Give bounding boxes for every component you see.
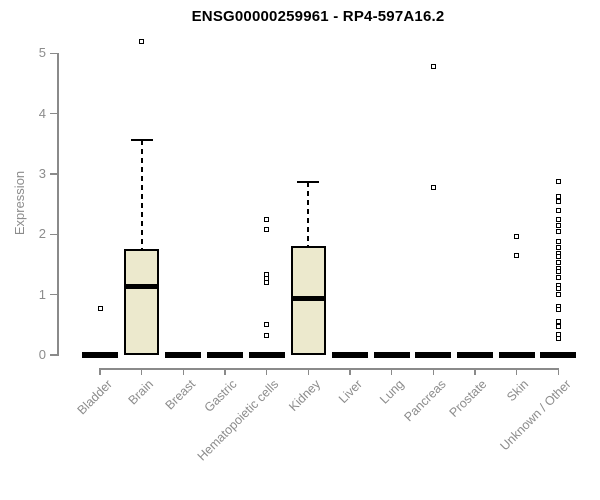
outlier-point	[264, 227, 270, 232]
outlier-point	[139, 38, 145, 44]
collapsed-box	[82, 352, 118, 358]
x-axis-tick	[307, 369, 310, 375]
x-axis-tick	[557, 369, 560, 375]
y-tick-label: 5	[38, 45, 46, 61]
outlier-point	[430, 64, 436, 70]
outlier-point	[555, 318, 561, 324]
x-axis-tick	[515, 369, 518, 375]
y-axis-tick	[50, 233, 57, 236]
y-tick-label: 2	[38, 226, 46, 242]
collapsed-box	[165, 352, 202, 358]
x-tick-label: Lung	[377, 377, 407, 407]
collapsed-box	[415, 352, 452, 358]
outlier-point	[264, 216, 270, 222]
x-tick-label: Hematopoietic cells	[195, 377, 282, 464]
outlier-point	[555, 229, 561, 235]
outlier-point	[555, 323, 561, 329]
collapsed-box	[457, 352, 494, 358]
chart-title: ENSG00000259961 - RP4-597A16.2	[191, 8, 445, 25]
y-axis-label: Expression	[12, 170, 27, 236]
outlier-point	[555, 179, 561, 185]
x-tick-label: Prostate	[447, 377, 490, 420]
whisker-cap	[297, 180, 320, 183]
outlier-point	[555, 223, 561, 229]
collapsed-box	[332, 352, 369, 358]
x-axis-tick	[99, 369, 101, 375]
outlier-point	[555, 292, 561, 298]
y-axis-tick	[50, 354, 57, 356]
median-line	[290, 295, 326, 301]
x-tick-label: Bladder	[74, 377, 115, 418]
x-axis-tick	[265, 369, 268, 375]
collapsed-box	[248, 352, 285, 358]
x-tick-label: Brain	[126, 377, 157, 408]
x-tick-label: Gastric	[202, 377, 240, 415]
box-iqr	[124, 248, 160, 355]
outlier-point	[555, 286, 561, 292]
outlier-point	[264, 322, 270, 328]
collapsed-box	[540, 352, 577, 358]
x-axis-tick	[432, 369, 435, 375]
y-axis-tick	[50, 173, 57, 175]
x-axis-tick	[349, 369, 351, 375]
x-tick-label: Liver	[335, 377, 365, 407]
y-tick-label: 3	[38, 166, 46, 181]
y-tick-label: 0	[38, 347, 46, 362]
upper-whisker	[140, 140, 143, 249]
outlier-point	[97, 306, 103, 312]
y-tick-label: 4	[38, 105, 46, 121]
x-axis-tick	[140, 369, 143, 375]
collapsed-box	[373, 352, 410, 358]
outlier-point	[555, 275, 561, 281]
x-axis-line	[99, 368, 560, 370]
outlier-point	[555, 199, 561, 205]
outlier-point	[264, 280, 270, 286]
outlier-point	[430, 184, 436, 190]
outlier-point	[555, 207, 561, 213]
outlier-point	[555, 259, 561, 265]
x-tick-label: Kidney	[286, 377, 324, 414]
outlier-point	[555, 194, 561, 200]
outlier-point	[555, 217, 561, 223]
x-axis-tick	[390, 369, 393, 375]
outlier-point	[514, 233, 520, 239]
collapsed-box	[498, 352, 535, 358]
y-axis-tick	[50, 112, 57, 115]
outlier-point	[555, 245, 561, 251]
median-line	[124, 284, 160, 290]
upper-whisker	[307, 181, 310, 246]
x-axis-tick	[182, 369, 185, 375]
outlier-point	[555, 306, 561, 312]
x-tick-label: Skin	[504, 377, 532, 405]
outlier-point	[555, 239, 561, 245]
whisker-cap	[130, 139, 153, 142]
collapsed-box	[207, 352, 243, 358]
outlier-point	[264, 332, 270, 338]
y-axis-tick	[50, 52, 57, 55]
outlier-point	[514, 252, 520, 258]
outlier-point	[555, 269, 561, 275]
outlier-point	[555, 254, 561, 260]
x-tick-label: Breast	[162, 377, 199, 413]
y-axis-line	[57, 53, 59, 357]
x-tick-label: Pancreas	[401, 377, 449, 425]
y-tick-label: 1	[38, 286, 46, 302]
x-axis-tick	[474, 369, 476, 375]
outlier-point	[555, 335, 561, 341]
y-axis-tick	[50, 293, 57, 296]
x-axis-tick	[224, 369, 226, 375]
